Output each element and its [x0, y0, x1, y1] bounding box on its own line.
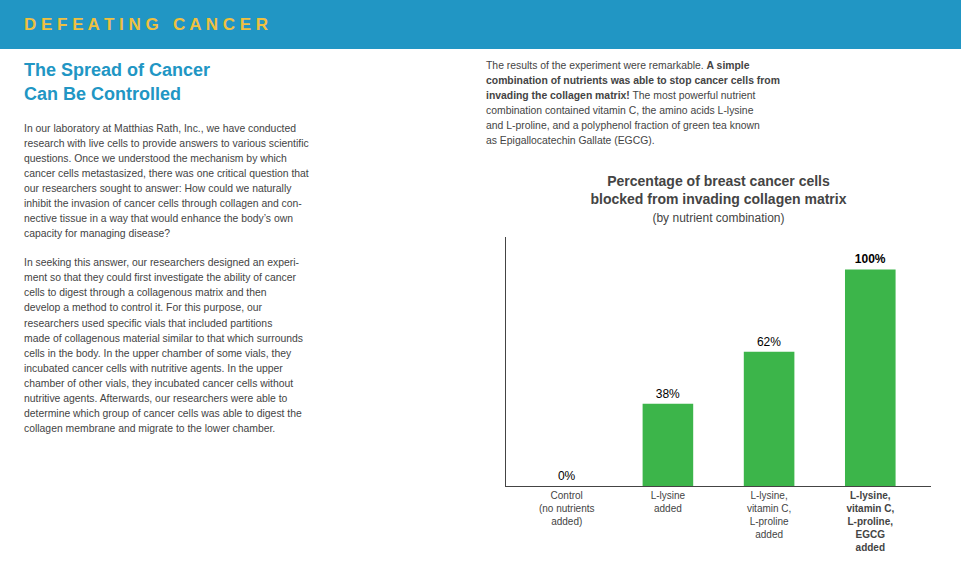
svg-text:L-lysineadded: L-lysineadded	[651, 490, 686, 514]
html-text:The Spread of Cancer Can Be Co: The Spread of Cancer Can Be Controlled	[24, 60, 210, 105]
html-text:In our laboratory at Matthias: In our laboratory at Matthias Rath, Inc.…	[24, 122, 309, 240]
html-text:The results of the experiment: The results of the experiment were remar…	[486, 60, 780, 147]
svg-text:L-lysine,vitamin C,L-prolinead: L-lysine,vitamin C,L-prolineadded	[747, 490, 791, 540]
svg-text:Percentage of breast cancer ce: Percentage of breast cancer cellsblocked…	[591, 173, 847, 225]
svg-text:100%: 100%	[855, 252, 886, 266]
html-text:D E F E A T I N G C A N C E R: D E F E A T I N G C A N C E R	[24, 15, 268, 34]
html-text:In seeking this answer, our re: In seeking this answer, our researchers …	[24, 257, 303, 435]
svg-text:L-lysine,vitamin C,L-proline,E: L-lysine,vitamin C,L-proline,EGCGadded	[846, 490, 894, 553]
svg-text:Control(no nutrientsadded): Control(no nutrientsadded)	[539, 490, 595, 527]
svg-text:0%: 0%	[558, 469, 576, 483]
svg-text:62%: 62%	[757, 335, 781, 349]
svg-text:38%: 38%	[656, 387, 680, 401]
